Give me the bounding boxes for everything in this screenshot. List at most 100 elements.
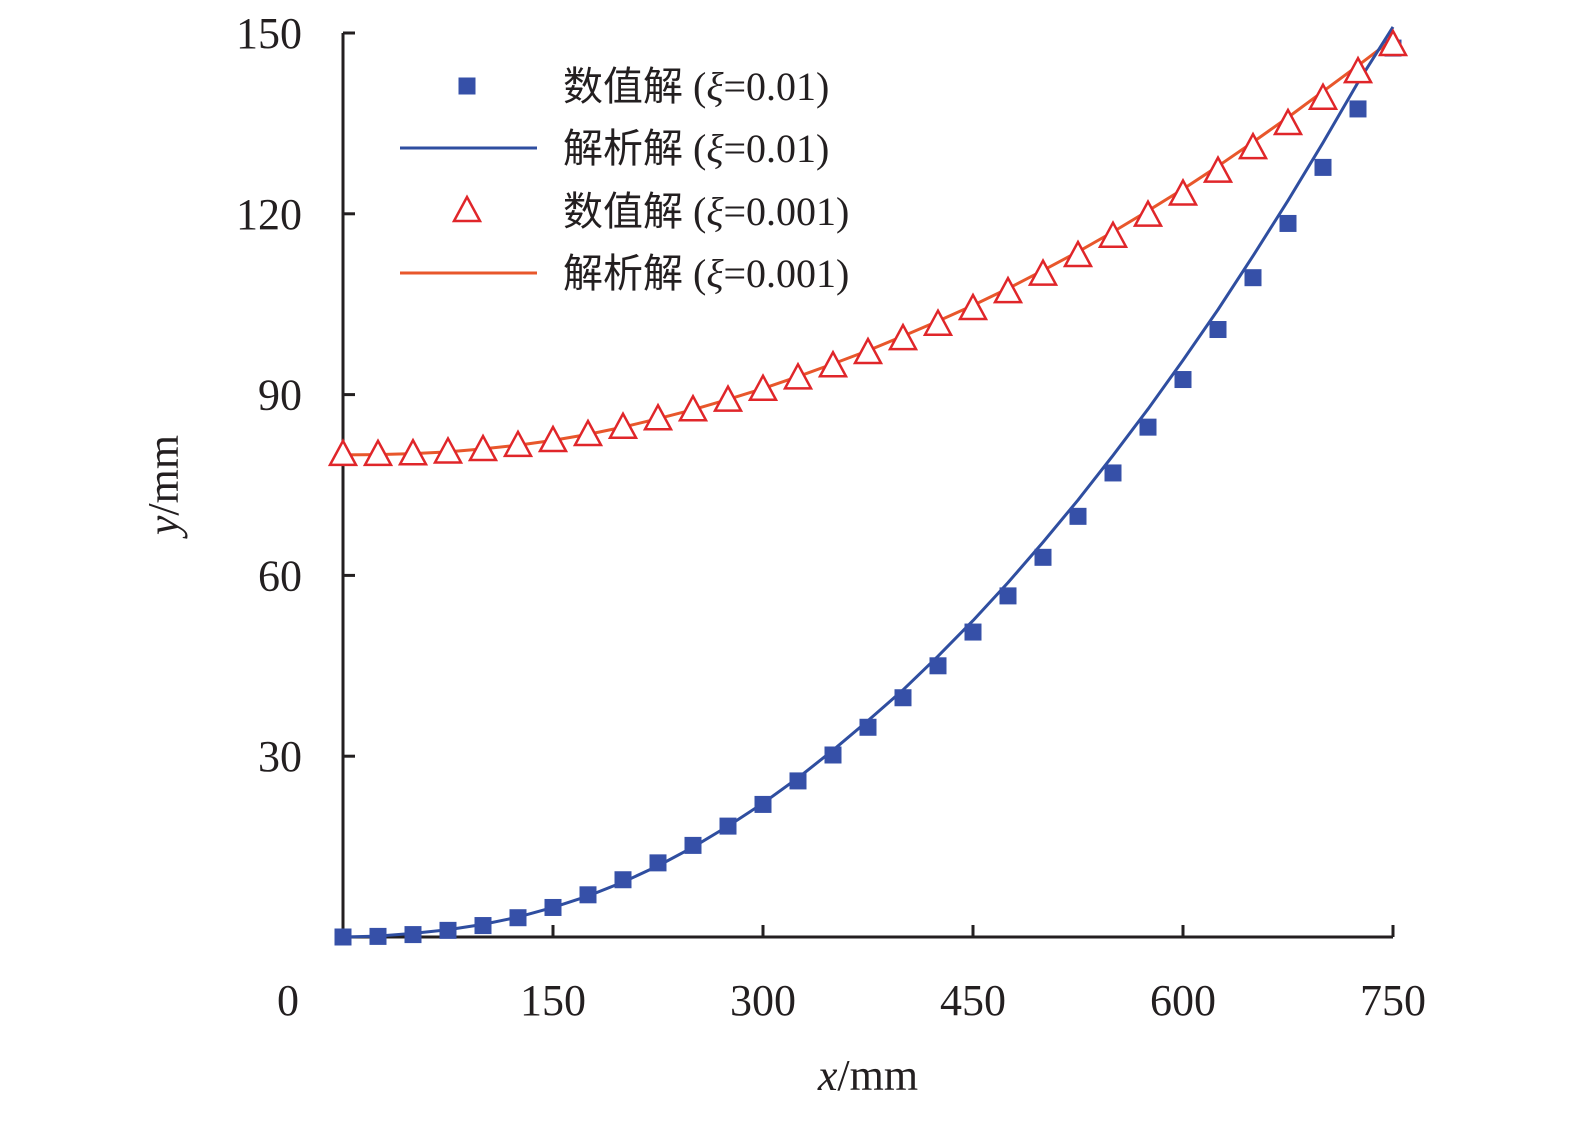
legend-label: 数值解 (ξ=0.01) [563, 64, 829, 109]
legend-label-suffix: =0.001) [723, 251, 849, 296]
numerical-point-xi-0.01 [684, 836, 702, 854]
legend-label-symbol: ξ [706, 126, 724, 171]
numerical-point-xi-0.001 [362, 438, 394, 467]
numerical-point-xi-0.01 [1349, 100, 1367, 118]
numerical-point-xi-0.001 [572, 418, 604, 447]
numerical-point-xi-0.01 [1034, 548, 1052, 566]
y-tick-label: 60 [258, 551, 302, 600]
legend-label-symbol: ξ [706, 189, 724, 234]
legend-label-suffix: =0.01) [723, 126, 829, 171]
x-tick-label: 0 [277, 976, 299, 1025]
x-tick-label: 300 [730, 976, 796, 1025]
legend-item: 数值解 (ξ=0.001) [451, 189, 849, 234]
legend-label-prefix: 数值解 ( [563, 64, 706, 109]
numerical-point-xi-0.001 [817, 349, 849, 378]
x-tick-label: 150 [520, 976, 586, 1025]
numerical-point-xi-0.001 [677, 393, 709, 422]
numerical-point-xi-0.01 [929, 657, 947, 675]
numerical-point-xi-0.01 [439, 921, 457, 939]
numerical-point-xi-0.01 [859, 718, 877, 736]
numerical-point-xi-0.001 [1167, 177, 1199, 206]
numerical-point-xi-0.001 [852, 336, 884, 365]
numerical-point-xi-0.001 [432, 435, 464, 464]
analytic-line-xi-0.001 [342, 37, 1394, 457]
numerical-point-xi-0.01 [719, 817, 737, 835]
numerical-point-xi-0.01 [894, 689, 912, 707]
legend-item: 数值解 (ξ=0.01) [458, 64, 829, 109]
x-tick-label: 450 [940, 976, 1006, 1025]
numerical-point-xi-0.001 [747, 373, 779, 402]
numerical-point-xi-0.01 [509, 909, 527, 927]
numerical-point-xi-0.01 [1314, 158, 1332, 176]
numerical-point-xi-0.001 [607, 411, 639, 439]
y-axis-variable: y [139, 515, 188, 539]
numerical-point-xi-0.01 [1279, 214, 1297, 232]
legend-label: 解析解 (ξ=0.001) [563, 251, 849, 296]
x-axis-title: x/mm [817, 1051, 918, 1100]
numerical-point-xi-0.01 [1209, 321, 1227, 339]
legend-label-symbol: ξ [706, 251, 724, 296]
numerical-point-xi-0.01 [579, 886, 597, 904]
numerical-point-xi-0.001 [1342, 55, 1374, 84]
numerical-point-xi-0.01 [404, 926, 422, 944]
numerical-point-xi-0.01 [1174, 371, 1192, 389]
numerical-point-xi-0.01 [1139, 418, 1157, 436]
legend-label: 数值解 (ξ=0.001) [563, 189, 849, 234]
x-axis-unit: /mm [837, 1051, 918, 1100]
legend-label-suffix: =0.01) [723, 64, 829, 109]
y-tick-label: 30 [258, 732, 302, 781]
numerical-point-xi-0.01 [649, 854, 667, 872]
numerical-point-xi-0.001 [1237, 131, 1269, 160]
numerical-point-xi-0.001 [1027, 258, 1059, 286]
numerical-point-xi-0.001 [1272, 107, 1304, 136]
x-tick-label: 750 [1360, 976, 1426, 1025]
numerical-point-xi-0.01 [334, 928, 352, 946]
numerical-point-xi-0.01 [964, 623, 982, 641]
x-tick-label: 600 [1150, 976, 1216, 1025]
numerical-point-xi-0.01 [369, 927, 387, 945]
numerical-point-xi-0.01 [999, 587, 1017, 605]
numerical-point-xi-0.01 [1104, 464, 1122, 482]
numerical-point-xi-0.01 [474, 917, 492, 935]
legend-label: 解析解 (ξ=0.01) [563, 126, 829, 171]
numerical-point-xi-0.01 [824, 746, 842, 764]
legend-label-symbol: ξ [706, 64, 724, 109]
legend-square-marker [458, 77, 476, 95]
y-axis-unit: /mm [139, 435, 188, 516]
legend-label-suffix: =0.001) [723, 189, 849, 234]
numerical-point-xi-0.001 [782, 361, 814, 390]
legend-triangle-marker [451, 194, 483, 223]
numerical-point-xi-0.001 [1307, 82, 1339, 110]
legend-item: 解析解 (ξ=0.01) [400, 126, 829, 171]
numerical-point-xi-0.001 [922, 308, 954, 336]
y-tick-label: 90 [258, 371, 302, 420]
legend-label-prefix: 解析解 ( [563, 126, 706, 171]
numerical-point-xi-0.001 [1132, 198, 1164, 227]
numerical-point-xi-0.001 [1097, 220, 1129, 248]
legend-label-prefix: 数值解 ( [563, 189, 706, 234]
legend: 数值解 (ξ=0.01)解析解 (ξ=0.01)数值解 (ξ=0.001)解析解… [400, 64, 849, 296]
numerical-point-xi-0.001 [537, 424, 569, 453]
y-tick-label: 120 [236, 190, 302, 239]
x-axis-variable: x [817, 1051, 838, 1100]
numerical-point-xi-0.01 [544, 898, 562, 916]
numerical-point-xi-0.01 [1244, 269, 1262, 287]
numerical-point-xi-0.001 [502, 429, 534, 458]
numerical-point-xi-0.01 [1069, 507, 1087, 525]
plot-area [327, 26, 1409, 946]
y-tick-label: 150 [236, 9, 302, 58]
y-axis-title: y/mm [139, 435, 188, 539]
numerical-point-xi-0.001 [467, 433, 499, 462]
legend-item: 解析解 (ξ=0.001) [400, 251, 849, 296]
numerical-point-xi-0.001 [992, 275, 1024, 304]
numerical-point-xi-0.001 [642, 402, 674, 431]
numerical-point-xi-0.01 [754, 795, 772, 813]
numerical-point-xi-0.001 [1202, 154, 1234, 183]
numerical-point-xi-0.001 [327, 438, 359, 467]
numerical-point-xi-0.001 [712, 384, 744, 412]
numerical-point-xi-0.001 [397, 437, 429, 466]
analytic-line-xi-0.01 [342, 26, 1395, 939]
